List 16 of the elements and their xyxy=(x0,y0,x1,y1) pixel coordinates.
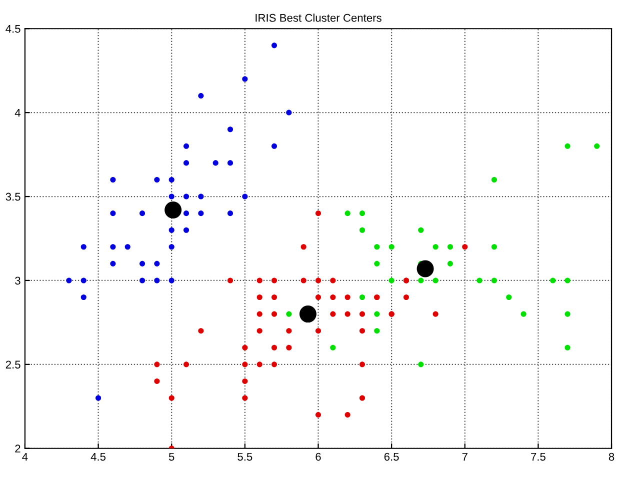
x-tick-label: 5.5 xyxy=(238,452,252,461)
x-tick-label: 4.5 xyxy=(90,452,106,461)
x-tick-label: 4 xyxy=(22,452,28,461)
x-tick-label: 5 xyxy=(168,452,174,461)
x-tick-label: 6.5 xyxy=(384,452,399,461)
y-tick-label: 3 xyxy=(15,276,20,285)
y-tick-label: 2 xyxy=(15,444,20,452)
y-tick-label: 4.5 xyxy=(6,25,20,33)
x-tick-label: 7 xyxy=(462,452,468,461)
y-tick-label: 3.5 xyxy=(6,192,20,201)
chart-title: IRIS Best Cluster Centers xyxy=(256,14,382,22)
y-tick-label: 4 xyxy=(14,108,20,117)
x-tick-label: 8 xyxy=(608,452,614,461)
x-tick-label: 7.5 xyxy=(531,452,546,461)
y-tick-label: 2.5 xyxy=(6,360,20,369)
x-tick-label: 6 xyxy=(316,452,321,461)
